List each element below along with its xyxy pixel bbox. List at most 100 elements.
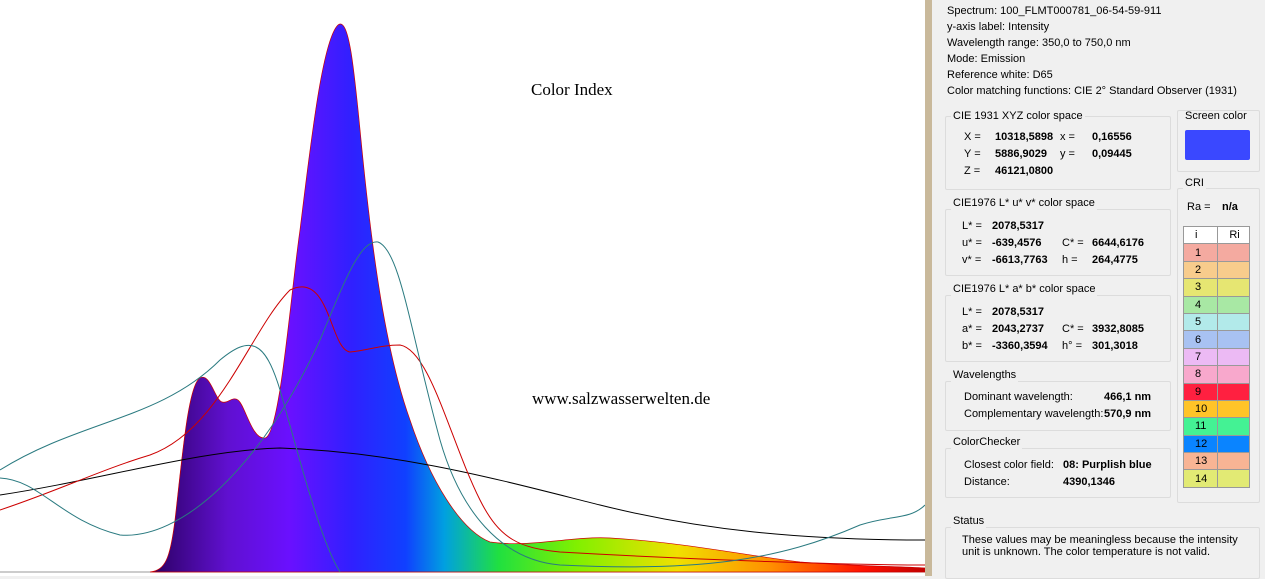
label: u* = [962,237,982,249]
curve-teal [0,344,341,573]
cri-row: 11 [1182,417,1250,436]
value: 08: Purplish blue [1063,459,1152,471]
group-box [1177,110,1260,172]
value: 46121,0800 [995,165,1054,177]
cell: 9 [1182,382,1219,401]
cell: i [1182,225,1219,245]
label: Closest color field: [964,459,1054,471]
value: 2078,5317 [992,220,1044,232]
value: 2043,2737 [992,323,1044,335]
cri-row: 10 [1182,399,1250,419]
label: h = [1062,254,1078,266]
info-line: Reference white: D65 [947,69,1053,81]
group-box [945,448,1171,498]
cell: 2 [1182,260,1219,280]
cri-row: 1 [1182,243,1250,262]
group-box [945,381,1171,431]
value: 3932,8085 [1092,323,1144,335]
label: v* = [962,254,982,266]
label: x = [1060,131,1075,143]
value: 466,1 nm [1104,391,1152,403]
info-line: y-axis label: Intensity [947,21,1050,33]
label: a* = [962,323,982,335]
info-line: Spectrum: 100_FLMT000781_06-54-59-911 [947,5,1162,17]
value: 301,3018 [1092,340,1138,352]
value: n/a [1222,201,1238,213]
label: L* = [962,220,982,232]
value: 2078,5317 [992,306,1044,318]
cell: 12 [1182,434,1219,454]
info-line: Mode: Emission [947,53,1026,65]
cell: 8 [1182,365,1219,384]
cell [1217,260,1250,280]
header-row: i Ri [1182,225,1250,245]
value: 5886,9029 [995,148,1047,160]
cell [1217,399,1250,419]
cell [1217,434,1250,454]
value: -3360,3594 [992,340,1048,352]
label: b* = [962,340,982,352]
watermark: www.salzwasserwelten.de [532,389,710,408]
value: 4390,1346 [1063,476,1115,488]
group-title: CIE 1931 XYZ color space [951,109,1085,123]
cell: 5 [1182,312,1219,332]
cell [1217,469,1250,488]
curve-red [0,286,925,566]
cri-table: i Ri 1 2 3 4 5 6 7 8 9 10 11 12 13 14 [1182,225,1250,488]
label: Complementary wavelength: [964,408,1104,420]
label: h° = [1062,340,1082,352]
value: 0,16556 [1092,131,1132,143]
cell [1217,312,1250,332]
cell: 3 [1182,278,1219,297]
splitter[interactable] [925,0,932,576]
cri-row: 14 [1182,469,1250,488]
label: C* = [1062,323,1084,335]
label: y = [1060,148,1075,160]
cell: 10 [1182,399,1219,419]
cri-row: 8 [1182,365,1250,384]
cri-row: 12 [1182,434,1250,454]
info-line: Color matching functions: CIE 2° Standar… [947,85,1237,97]
cell [1217,382,1250,401]
cri-row: 2 [1182,260,1250,280]
cell [1217,330,1250,349]
label: Y = [964,148,981,160]
cell: 13 [1182,452,1219,471]
group-title: CIE1976 L* a* b* color space [951,282,1098,296]
plot-background [0,0,925,576]
cri-row: 9 [1182,382,1250,401]
screen-swatch [1185,130,1250,160]
group-title: Status [951,514,987,528]
cell: 7 [1182,347,1219,367]
label: Distance: [964,476,1010,488]
chart-title: Color Index [531,80,613,99]
cell [1217,365,1250,384]
value: 0,09445 [1092,148,1132,160]
cri-row: 7 [1182,347,1250,367]
label: Ra = [1187,201,1211,213]
spectrum-chart: Color Index www.salzwasserwelten.de [0,0,925,576]
label: X = [964,131,981,143]
value: 10318,5898 [995,131,1054,143]
cell [1217,347,1250,367]
cell: 6 [1182,330,1219,349]
cell: 11 [1182,417,1219,436]
cell: 4 [1182,295,1219,314]
value: -6613,7763 [992,254,1048,266]
group-title: Wavelengths [951,368,1019,382]
group-title: CIE1976 L* u* v* color space [951,196,1097,210]
group-title: CRI [1183,176,1206,190]
label: Dominant wavelength: [964,391,1073,403]
value: 570,9 nm [1104,408,1152,420]
label: C* = [1062,237,1084,249]
group-box [1177,188,1260,503]
info-line: Wavelength range: 350,0 to 750,0 nm [947,37,1131,49]
group-title: Screen color [1185,110,1247,122]
cell [1217,243,1250,262]
cri-row: 5 [1182,312,1250,332]
cell: 14 [1182,469,1219,488]
value: -639,4576 [992,237,1042,249]
cell: 1 [1182,243,1219,262]
cell [1217,278,1250,297]
